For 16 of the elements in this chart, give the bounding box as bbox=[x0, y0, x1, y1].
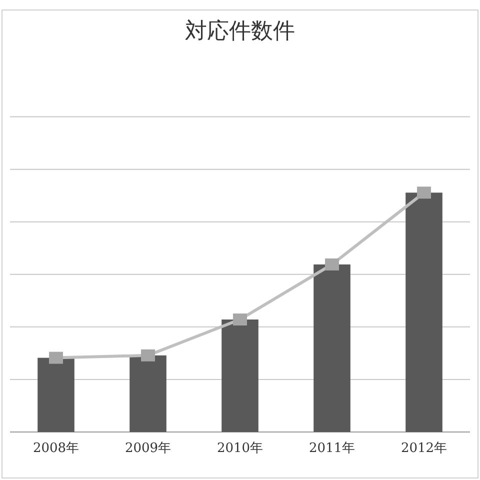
point bbox=[49, 352, 63, 364]
point bbox=[417, 186, 431, 199]
bar bbox=[406, 192, 442, 432]
x-tick-label: 2011年 bbox=[308, 441, 356, 456]
x-tick-label: 2012年 bbox=[400, 441, 448, 456]
bar bbox=[222, 320, 258, 432]
chart-title: 対応件数件 bbox=[185, 19, 295, 44]
x-tick-label: 2009年 bbox=[124, 441, 172, 456]
bar bbox=[314, 264, 350, 432]
point bbox=[233, 314, 247, 326]
x-tick-label: 2008年 bbox=[32, 441, 80, 456]
point bbox=[141, 349, 155, 362]
bar bbox=[38, 358, 74, 432]
bar bbox=[130, 355, 166, 432]
point bbox=[325, 258, 339, 270]
x-tick-label: 2010年 bbox=[216, 441, 264, 456]
